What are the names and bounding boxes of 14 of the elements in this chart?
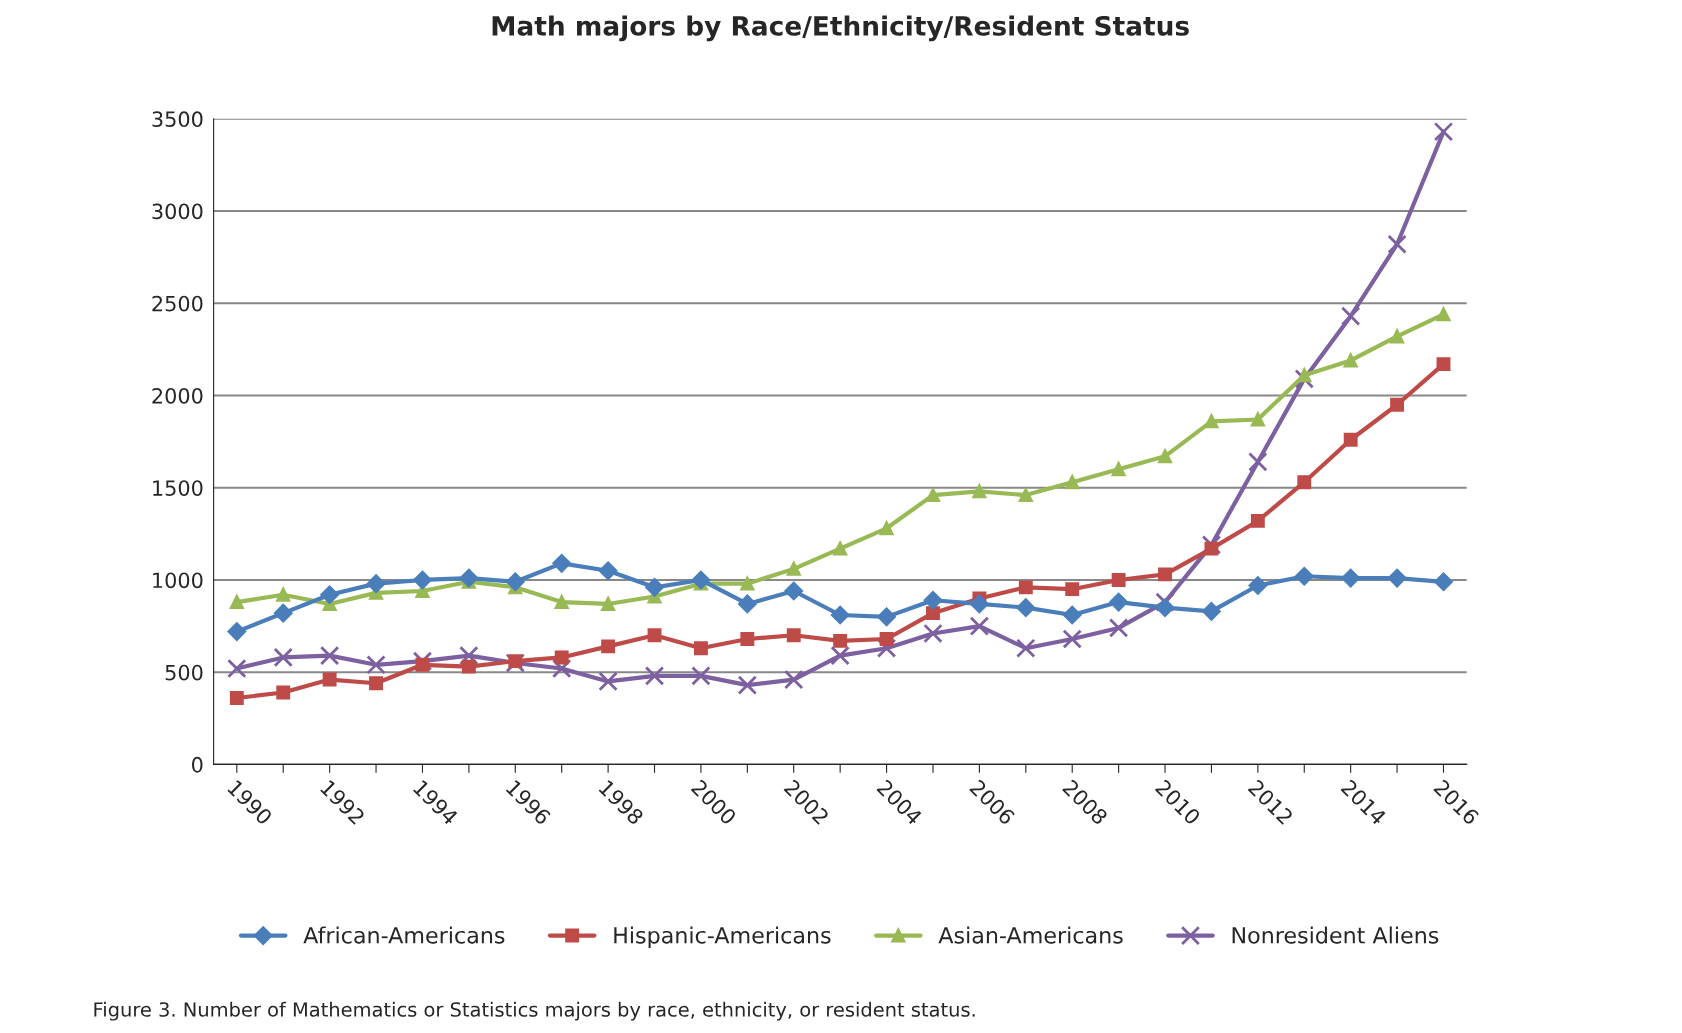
legend-label: Asian-Americans: [938, 926, 1123, 944]
y-tick-label: 3500: [152, 111, 203, 128]
legend-label: African-Americans: [303, 926, 505, 944]
legend-label: Nonresident Aliens: [1232, 926, 1439, 944]
y-tick-label: 0: [192, 756, 203, 773]
y-tick-label: 1500: [153, 480, 203, 496]
y-tick-label: 3000: [152, 203, 203, 220]
legend-label: Hispanic-Americans: [614, 926, 831, 948]
y-tick-label: 2000: [152, 387, 203, 404]
y-tick-label: 500: [165, 664, 203, 681]
caption: Figure 3. Number of Mathematics or Statistics majors by race, ethnicity, or resident status.: [94, 1001, 975, 1021]
y-tick-label: 2500: [152, 295, 203, 312]
y-tick-label: 1000: [153, 572, 203, 589]
chart-title: Math majors by Race/Ethnicity/Resident Status: [492, 15, 1189, 42]
